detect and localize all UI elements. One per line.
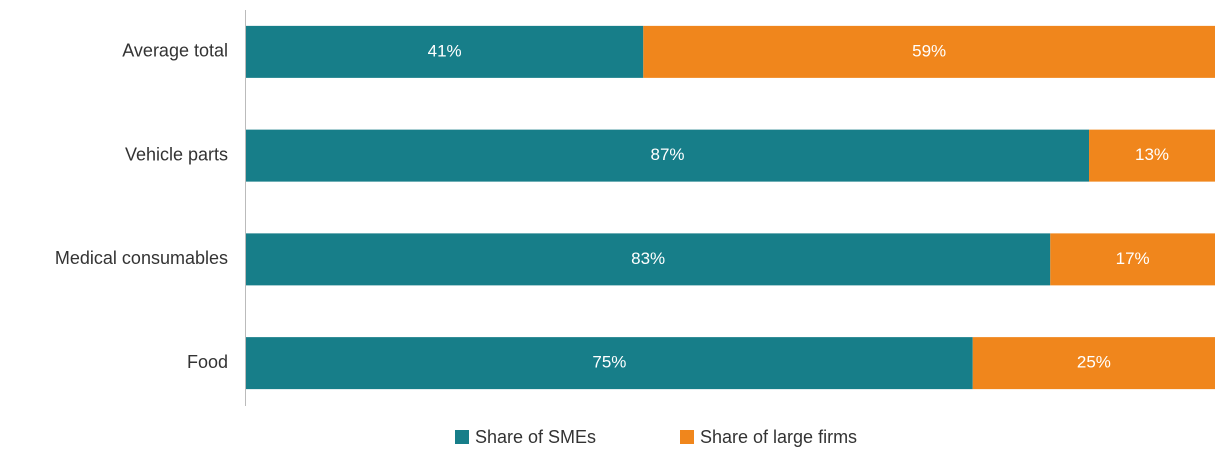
data-label: 83%: [631, 249, 665, 268]
data-label: 75%: [592, 353, 626, 372]
bar-segment: [246, 233, 1051, 286]
bar-segment: [972, 337, 1215, 390]
bar-segment: [1050, 233, 1215, 286]
bar-segment: [643, 25, 1215, 78]
category-label: Medical consumables: [55, 248, 228, 268]
bar-segment: [1089, 129, 1215, 182]
data-label: 17%: [1116, 249, 1150, 268]
category-label: Average total: [122, 41, 228, 61]
data-label: 25%: [1077, 353, 1111, 372]
legend-swatch: [680, 430, 694, 444]
legend-swatch: [455, 430, 469, 444]
data-label: 41%: [428, 41, 462, 60]
bar-segment: [246, 337, 973, 390]
legend-label: Share of large firms: [700, 427, 857, 447]
bar-segment: [246, 129, 1090, 182]
category-label: Food: [187, 352, 228, 372]
category-label: Vehicle parts: [125, 144, 228, 164]
legend-label: Share of SMEs: [475, 427, 596, 447]
data-label: 59%: [912, 41, 946, 60]
data-label: 87%: [650, 145, 684, 164]
data-label: 13%: [1135, 145, 1169, 164]
bar-segment: [246, 25, 644, 78]
